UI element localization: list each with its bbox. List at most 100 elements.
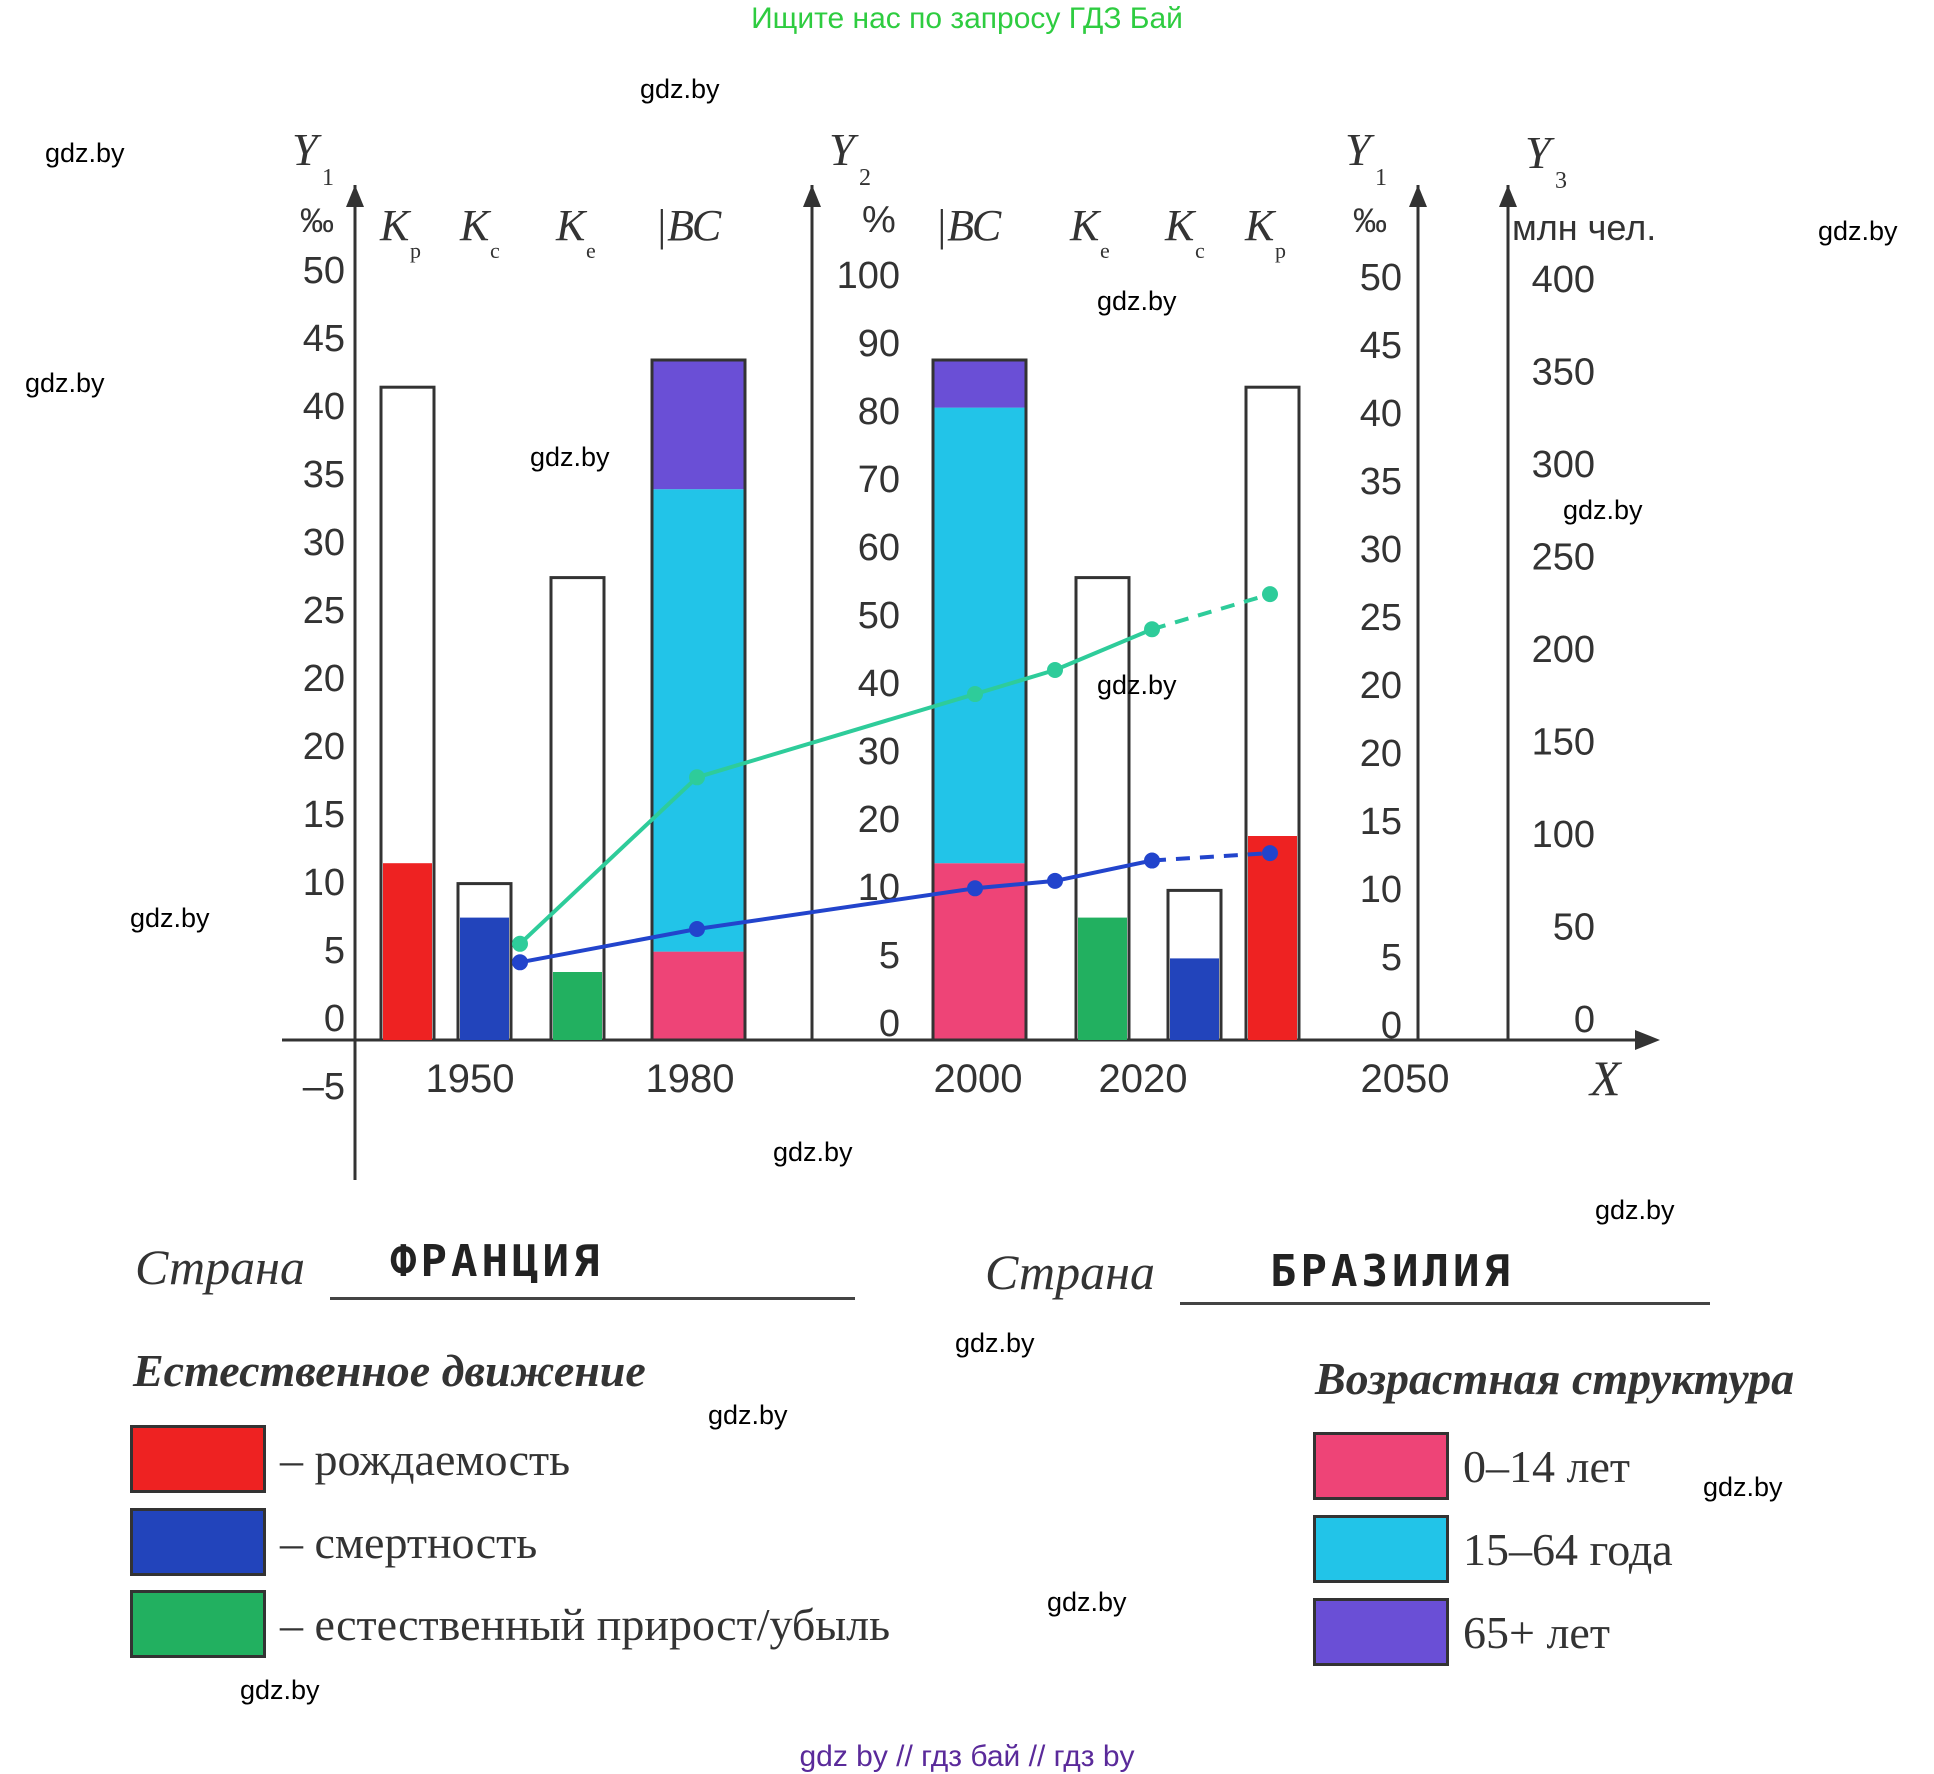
y1-right-tick-label: 25	[1360, 597, 1402, 639]
watermark: gdz.by	[530, 442, 610, 472]
population-point	[512, 935, 528, 952]
country-value-right: БРАЗИЛИЯ	[1270, 1246, 1514, 1297]
legend-label: 15–64 года	[1463, 1523, 1673, 1575]
x-tick-label: 1950	[426, 1057, 515, 1101]
x-axis-arrow	[1635, 1030, 1660, 1050]
bar-label: К	[555, 201, 588, 250]
axis-title-sub: 2	[859, 165, 871, 191]
y2-tick-label: 30	[858, 731, 900, 773]
y1-right-tick-label: 5	[1381, 937, 1402, 979]
y2-tick-label: 80	[858, 391, 900, 433]
watermark: gdz.by	[1097, 286, 1177, 316]
population-point	[1262, 586, 1278, 603]
y1-right-tick-label: 40	[1360, 393, 1402, 435]
population-point	[1047, 662, 1063, 678]
population-point	[967, 880, 983, 897]
x-tick-label: 1980	[646, 1057, 735, 1101]
y1-left-tick-label: 25	[303, 590, 345, 632]
watermark: gdz.by	[1047, 1587, 1127, 1617]
country-underline	[330, 1297, 855, 1300]
watermark: gdz.by	[240, 1675, 320, 1705]
country-value-left: ФРАНЦИЯ	[390, 1236, 604, 1287]
legend-item-age-15-64: 15–64 года	[1313, 1515, 1673, 1583]
axis-title: Y	[829, 124, 859, 175]
population-point	[1262, 845, 1278, 862]
bar-label: К	[459, 201, 492, 250]
population-point	[1144, 621, 1160, 638]
legend-age-title: Возрастная структура	[1315, 1353, 1795, 1404]
axis-unit: ‰	[1353, 202, 1387, 240]
legend-item-birth: – рождаемость	[130, 1425, 570, 1493]
bar-fill	[383, 863, 432, 1040]
stacked-bar-frame	[931, 358, 1028, 1042]
y1-left-tick-label: 30	[303, 522, 345, 564]
y1-right-tick-label: 45	[1360, 325, 1402, 367]
y2-tick-label: 90	[858, 323, 900, 365]
y2-tick-label: 100	[837, 255, 900, 297]
y2-tick-label: 5	[879, 935, 900, 977]
y2-tick-label: 0	[879, 1003, 900, 1045]
y2-tick-label: 60	[858, 527, 900, 569]
stacked-bar-segment	[652, 360, 745, 490]
y1-left-tick-label: 20	[303, 726, 345, 768]
legend-label: 65+ лет	[1463, 1606, 1610, 1658]
legend-item-age-65: 65+ лет	[1313, 1598, 1610, 1666]
y3-tick-label: 0	[1574, 999, 1595, 1041]
y1-left-tick-label: 45	[303, 318, 345, 360]
x-tick-label: 2020	[1099, 1057, 1188, 1101]
legend-item-death: – смертность	[130, 1508, 537, 1576]
y3-tick-label: 150	[1532, 722, 1595, 764]
bar-label: |ВС	[655, 201, 722, 250]
y1-right-tick-label: 35	[1360, 461, 1402, 503]
y1-right-tick-label: 20	[1360, 665, 1402, 707]
y1-right-tick-label: 0	[1381, 1005, 1402, 1047]
axis-arrow	[803, 185, 821, 207]
watermark: gdz.by	[25, 368, 105, 398]
legend-swatch-age-0-14	[1313, 1432, 1449, 1500]
y2-tick-label: 20	[858, 799, 900, 841]
footer-links: gdz by // гдз бай // гдз by	[799, 1740, 1135, 1773]
bar-label-sub: е	[586, 238, 596, 263]
bar-label-sub: р	[410, 238, 421, 263]
watermark: gdz.by	[773, 1137, 853, 1167]
watermark: gdz.by	[1563, 495, 1643, 525]
bar-fill	[1248, 836, 1297, 1040]
stacked-bar-segment	[652, 489, 745, 952]
stacked-bar-segment	[933, 407, 1026, 864]
watermark: gdz.by	[1703, 1472, 1783, 1502]
population-line-projection	[1151, 592, 1271, 632]
bar-fill	[1078, 917, 1127, 1040]
axis-arrow	[1409, 185, 1427, 207]
axis-title-sub: 1	[1375, 165, 1387, 191]
legend-label: – рождаемость	[280, 1433, 571, 1485]
stacked-bar-segment	[933, 360, 1026, 408]
bar-label-sub: с	[1195, 238, 1205, 263]
y1-left-tick-label: 5	[324, 930, 345, 972]
y3-tick-label: 400	[1532, 259, 1595, 301]
y3-tick-label: 200	[1532, 629, 1595, 671]
population-point	[1144, 852, 1160, 869]
x-tick-label: 2050	[1361, 1057, 1450, 1101]
axis-title: Y	[1525, 127, 1555, 178]
bar-label-sub: р	[1275, 238, 1286, 263]
y3-tick-label: 300	[1532, 444, 1595, 486]
axis-arrow	[346, 185, 364, 207]
bar-label: К	[379, 201, 412, 250]
y1-left-tick-label: 10	[303, 862, 345, 904]
legend-swatch-natural-increase	[130, 1590, 266, 1658]
y1-left-tick-label: –5	[303, 1066, 345, 1108]
bar-label-sub: с	[490, 238, 500, 263]
axis-unit: ‰	[300, 202, 334, 240]
bar-label: К	[1164, 201, 1197, 250]
y1-right-tick-label: 50	[1360, 257, 1402, 299]
x-axis-title: X	[1588, 1050, 1623, 1106]
bar-label: К	[1069, 201, 1102, 250]
y1-left-tick-label: 50	[303, 250, 345, 292]
population-line-projection	[1151, 851, 1271, 863]
y3-tick-label: 350	[1532, 352, 1595, 394]
y1-left-tick-label: 20	[303, 658, 345, 700]
watermark: gdz.by	[1595, 1195, 1675, 1225]
y3-tick-label: 100	[1532, 814, 1595, 856]
population-point	[689, 921, 705, 937]
